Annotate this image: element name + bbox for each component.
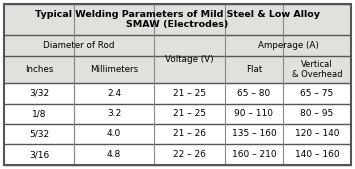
Bar <box>4 56 351 83</box>
Bar <box>4 35 351 56</box>
Text: 3.2: 3.2 <box>107 110 121 118</box>
Text: 80 – 95: 80 – 95 <box>300 110 334 118</box>
Text: Vertical
& Overhead: Vertical & Overhead <box>292 60 342 79</box>
Text: 140 – 160: 140 – 160 <box>295 150 339 159</box>
Text: 21 – 25: 21 – 25 <box>173 89 206 98</box>
Text: 3/32: 3/32 <box>29 89 49 98</box>
Text: Typical Welding Parameters of Mild Steel & Low Alloy
SMAW (Electrodes): Typical Welding Parameters of Mild Steel… <box>35 10 320 29</box>
Text: 4.0: 4.0 <box>107 129 121 139</box>
Text: 120 – 140: 120 – 140 <box>295 129 339 139</box>
Text: 90 – 110: 90 – 110 <box>235 110 273 118</box>
Bar <box>73 36 75 55</box>
Text: Diameter of Rod: Diameter of Rod <box>43 41 115 50</box>
Text: 5/32: 5/32 <box>29 129 49 139</box>
Text: 1/8: 1/8 <box>32 110 46 118</box>
Bar <box>5 5 350 34</box>
Text: 22 – 26: 22 – 26 <box>173 150 206 159</box>
Text: 65 – 75: 65 – 75 <box>300 89 334 98</box>
Text: Millimeters: Millimeters <box>90 65 138 74</box>
Text: Inches: Inches <box>25 65 53 74</box>
Text: 160 – 210: 160 – 210 <box>232 150 276 159</box>
Text: 2.4: 2.4 <box>107 89 121 98</box>
Text: Amperage (A): Amperage (A) <box>258 41 318 50</box>
Text: Voltage (V): Voltage (V) <box>165 54 214 64</box>
Bar <box>4 4 351 35</box>
Bar <box>155 55 224 57</box>
Text: 4.8: 4.8 <box>107 150 121 159</box>
Text: 135 – 160: 135 – 160 <box>231 129 277 139</box>
Text: 65 – 80: 65 – 80 <box>237 89 271 98</box>
Text: 3/16: 3/16 <box>29 150 49 159</box>
Text: 21 – 25: 21 – 25 <box>173 110 206 118</box>
Text: 21 – 26: 21 – 26 <box>173 129 206 139</box>
Text: Flat: Flat <box>246 65 262 74</box>
